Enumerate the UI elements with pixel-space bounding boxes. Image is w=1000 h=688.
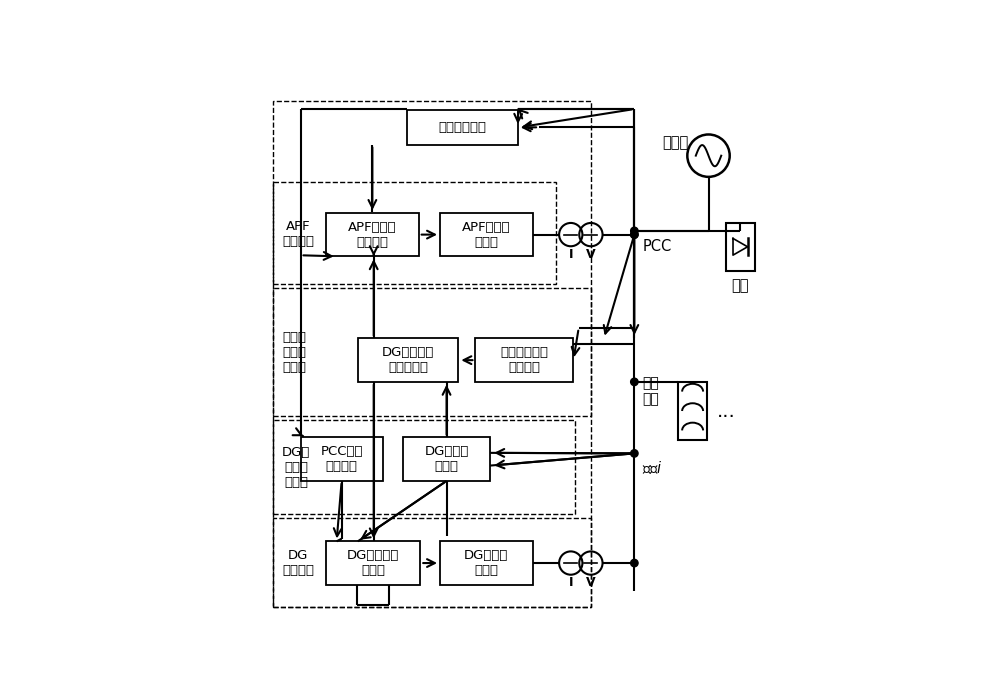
Circle shape [631, 227, 638, 235]
Bar [301, 438, 383, 481]
Bar [273, 518, 591, 607]
Text: 区域内各节点
谐波分析: 区域内各节点 谐波分析 [500, 346, 548, 374]
Text: I: I [569, 248, 573, 261]
Text: PCC谐波
补偿指令: PCC谐波 补偿指令 [320, 445, 363, 473]
Bar [273, 101, 591, 607]
Text: DG功率输
出指令: DG功率输 出指令 [424, 445, 469, 473]
Bar [326, 213, 419, 257]
Text: 配电网: 配电网 [663, 135, 689, 150]
Bar [403, 438, 490, 481]
Text: DG源
网复合
控制器: DG源 网复合 控制器 [282, 446, 310, 488]
Text: APF逆变器
控制策略: APF逆变器 控制策略 [348, 221, 397, 248]
Text: DG并网端
逆变器: DG并网端 逆变器 [464, 549, 508, 577]
Text: ...: ... [717, 402, 735, 420]
Bar [273, 182, 556, 284]
Text: V: V [586, 577, 596, 590]
Text: I: I [569, 577, 573, 590]
Bar [726, 223, 755, 270]
Text: APF
本地控制: APF 本地控制 [282, 219, 314, 248]
Circle shape [631, 231, 638, 238]
Bar [273, 288, 591, 416]
Bar [407, 110, 518, 144]
Text: DG逆变器控
制策略: DG逆变器控 制策略 [347, 549, 399, 577]
Bar [475, 338, 573, 382]
Bar [678, 382, 707, 440]
Text: 电压谐波提取: 电压谐波提取 [438, 121, 486, 134]
Bar [358, 338, 458, 382]
Circle shape [631, 231, 638, 238]
Text: 节点$i$: 节点$i$ [642, 460, 663, 477]
Bar [326, 541, 420, 585]
Bar [440, 541, 533, 585]
Text: DG并网点谐
波补偿指令: DG并网点谐 波补偿指令 [382, 346, 434, 374]
Circle shape [631, 378, 638, 385]
Text: 区域装
置协调
控制器: 区域装 置协调 控制器 [282, 331, 306, 374]
Bar [273, 420, 575, 515]
Circle shape [631, 450, 638, 457]
Circle shape [631, 559, 638, 567]
Text: APF并网端
逆变器: APF并网端 逆变器 [462, 221, 511, 248]
Text: V: V [586, 248, 596, 261]
Text: 线路
电抗: 线路 电抗 [642, 376, 659, 407]
Text: PCC: PCC [642, 239, 672, 255]
Text: DG
本地控制: DG 本地控制 [282, 548, 314, 577]
Text: 负载: 负载 [732, 278, 749, 293]
Bar [440, 213, 533, 257]
